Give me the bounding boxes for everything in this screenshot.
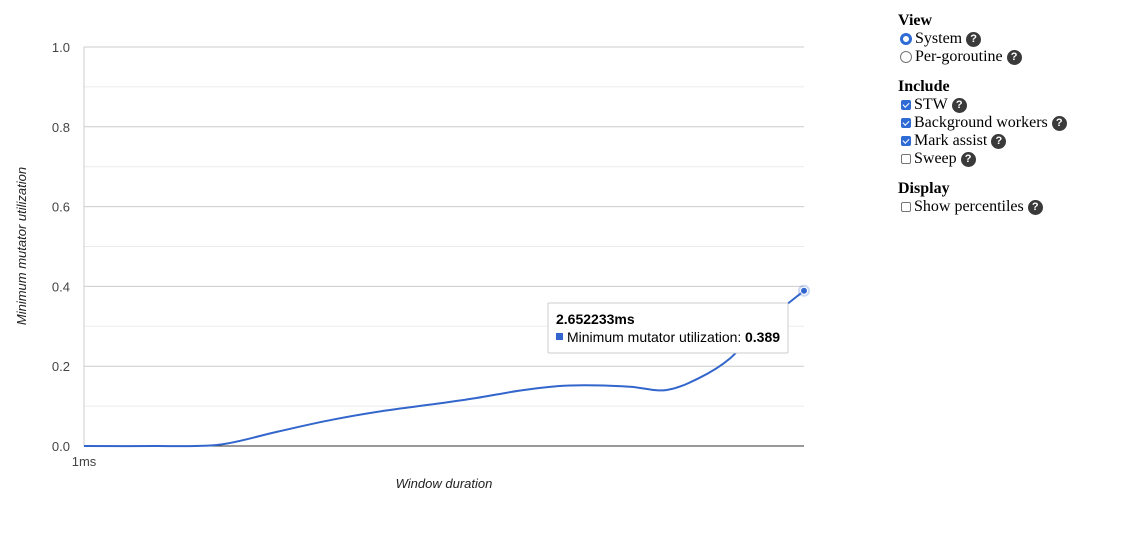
help-icon[interactable]: ? [1027, 199, 1043, 215]
series-group[interactable] [83, 284, 810, 448]
tooltip-value: 0.389 [745, 329, 780, 345]
y-tick-label: 0.6 [52, 200, 70, 215]
sweep-checkbox[interactable] [901, 154, 911, 164]
tooltip-legend-swatch [556, 333, 563, 340]
tooltip: 2.652233ms Minimum mutator utilization: … [547, 302, 789, 354]
mmu-chart: 0.0 0.2 0.4 0.6 0.8 1.0 1ms Window duration M… [14, 40, 810, 491]
help-icon[interactable]: ? [1006, 49, 1022, 65]
x-axis-title: Window duration [396, 476, 493, 491]
display-option-show-percentiles[interactable]: Show percentiles ? [898, 198, 1123, 216]
y-axis-ticks: 0.0 0.2 0.4 0.6 0.8 1.0 [52, 40, 70, 454]
display-section: Display Show percentiles ? [898, 180, 1123, 216]
view-option-system[interactable]: System ? [898, 30, 1123, 48]
tooltip-series-label: Minimum mutator utilization: [567, 329, 741, 345]
series-line[interactable] [83, 290, 805, 448]
view-title: View [898, 12, 933, 29]
help-icon[interactable]: ? [951, 97, 967, 113]
x-axis-ticks: 1ms [72, 454, 97, 469]
y-tick-label: 0.0 [52, 439, 70, 454]
hover-point[interactable] [800, 286, 808, 295]
include-section: Include STW ? Background workers ? Mark … [898, 78, 1123, 168]
help-icon[interactable]: ? [966, 31, 982, 47]
y-tick-label: 1.0 [52, 40, 70, 55]
view-section: View System ? Per-goroutine ? [898, 12, 1123, 66]
help-icon[interactable]: ? [960, 151, 976, 167]
include-option-stw[interactable]: STW ? [898, 96, 1123, 114]
include-title: Include [898, 78, 950, 95]
include-option-background-workers[interactable]: Background workers ? [898, 114, 1123, 132]
y-tick-label: 0.4 [52, 279, 70, 294]
y-axis-title: Minimum mutator utilization [14, 167, 29, 325]
stw-checkbox[interactable] [901, 100, 911, 110]
mark-assist-label: Mark assist [914, 132, 988, 149]
tooltip-box [547, 302, 789, 354]
stw-label: STW [914, 96, 948, 113]
help-icon[interactable]: ? [991, 133, 1007, 149]
gridlines [84, 46, 804, 407]
show-percentiles-checkbox[interactable] [901, 202, 911, 212]
y-tick-label: 0.2 [52, 359, 70, 374]
system-label: System [915, 30, 963, 47]
mark-assist-checkbox[interactable] [901, 136, 911, 146]
background-workers-checkbox[interactable] [901, 118, 911, 128]
system-radio[interactable] [900, 33, 912, 45]
controls-panel: View System ? Per-goroutine ? Include ST… [898, 12, 1123, 228]
show-percentiles-label: Show percentiles [914, 198, 1024, 215]
per-goroutine-radio[interactable] [900, 51, 912, 63]
display-title: Display [898, 180, 950, 197]
include-option-mark-assist[interactable]: Mark assist ? [898, 132, 1123, 150]
background-workers-label: Background workers [914, 114, 1048, 131]
tooltip-title: 2.652233ms [556, 311, 635, 327]
view-option-per-goroutine[interactable]: Per-goroutine ? [898, 48, 1123, 66]
y-tick-label: 0.8 [52, 120, 70, 135]
per-goroutine-label: Per-goroutine [915, 48, 1003, 65]
sweep-label: Sweep [914, 150, 957, 167]
help-icon[interactable]: ? [1051, 115, 1067, 131]
x-tick-label: 1ms [72, 454, 97, 469]
include-option-sweep[interactable]: Sweep ? [898, 150, 1123, 168]
